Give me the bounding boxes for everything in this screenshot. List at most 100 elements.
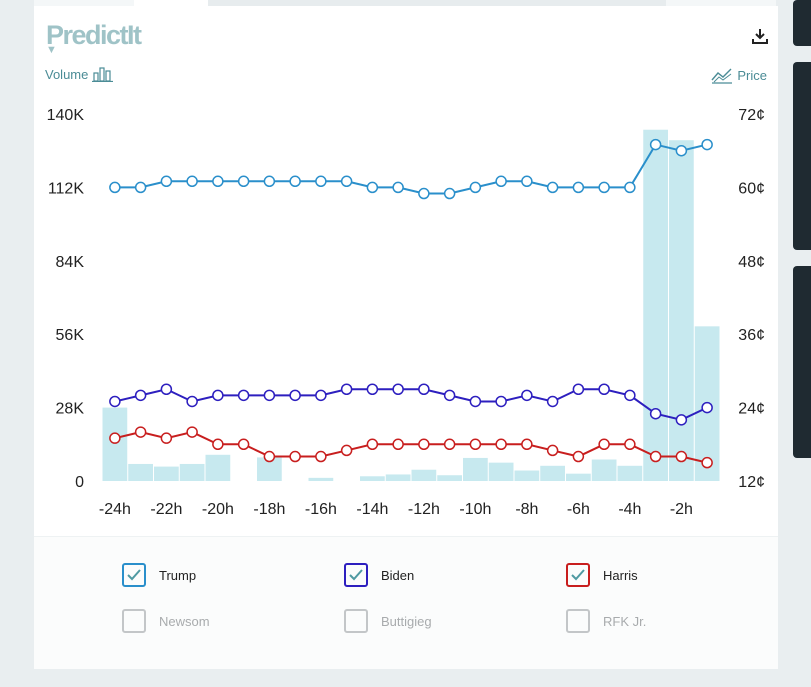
data-point-trump[interactable] (237, 175, 250, 188)
data-point-biden[interactable] (186, 395, 198, 408)
data-point-trump[interactable] (134, 181, 147, 194)
data-point-trump[interactable] (418, 187, 430, 200)
legend-checkbox[interactable] (122, 563, 146, 587)
data-point-biden[interactable] (624, 389, 636, 402)
data-point-harris[interactable] (701, 456, 713, 469)
data-point-biden[interactable] (546, 395, 559, 408)
data-point-biden[interactable] (675, 414, 688, 426)
volume-bar[interactable] (488, 462, 514, 481)
data-point-harris[interactable] (109, 432, 121, 444)
data-point-biden[interactable] (572, 383, 585, 395)
data-point-harris[interactable] (521, 438, 533, 451)
volume-bar[interactable] (179, 463, 205, 481)
data-point-biden[interactable] (237, 389, 250, 402)
legend-item-newsom[interactable]: Newsom (122, 609, 210, 633)
data-point-harris[interactable] (675, 450, 688, 463)
data-point-trump[interactable] (212, 175, 224, 188)
volume-bar[interactable] (514, 470, 540, 481)
data-point-harris[interactable] (469, 438, 482, 451)
data-point-biden[interactable] (418, 383, 430, 395)
data-point-trump[interactable] (289, 175, 301, 188)
tab-inactive[interactable] (208, 0, 666, 6)
volume-bar[interactable] (540, 465, 565, 481)
data-point-trump[interactable] (340, 175, 353, 188)
legend-item-buttigieg[interactable]: Buttigieg (344, 609, 432, 633)
data-point-harris[interactable] (315, 450, 327, 463)
data-point-biden[interactable] (289, 389, 301, 402)
data-point-harris[interactable] (289, 450, 301, 463)
data-point-biden[interactable] (469, 395, 482, 408)
volume-bar[interactable] (463, 457, 488, 481)
data-point-harris[interactable] (186, 426, 198, 438)
legend-checkbox[interactable] (566, 563, 590, 587)
volume-bar[interactable] (437, 475, 462, 481)
legend-item-biden[interactable]: Biden (344, 563, 414, 587)
data-point-biden[interactable] (701, 401, 713, 414)
data-point-trump[interactable] (186, 175, 198, 188)
data-point-harris[interactable] (495, 438, 507, 451)
data-point-biden[interactable] (315, 389, 327, 402)
data-point-trump[interactable] (675, 144, 688, 157)
data-point-harris[interactable] (160, 432, 173, 444)
volume-bar[interactable] (308, 477, 334, 481)
volume-bar[interactable] (643, 129, 668, 481)
volume-bar[interactable] (154, 466, 179, 481)
data-point-trump[interactable] (572, 181, 585, 194)
data-point-harris[interactable] (237, 438, 250, 451)
data-point-biden[interactable] (521, 389, 533, 402)
volume-bar[interactable] (617, 465, 643, 481)
data-point-harris[interactable] (546, 444, 559, 457)
price-toggle[interactable]: Price (711, 66, 767, 84)
data-point-trump[interactable] (392, 181, 404, 194)
data-point-trump[interactable] (598, 181, 610, 194)
data-point-biden[interactable] (366, 383, 379, 395)
download-icon[interactable] (750, 26, 770, 46)
volume-bar[interactable] (102, 407, 128, 481)
legend-item-trump[interactable]: Trump (122, 563, 196, 587)
data-point-harris[interactable] (649, 450, 662, 463)
data-point-harris[interactable] (134, 426, 147, 438)
data-point-trump[interactable] (443, 187, 456, 200)
data-point-biden[interactable] (160, 383, 173, 395)
legend-checkbox[interactable] (344, 563, 368, 587)
data-point-biden[interactable] (212, 389, 224, 402)
data-point-harris[interactable] (624, 438, 636, 451)
data-point-harris[interactable] (366, 438, 379, 451)
data-point-harris[interactable] (212, 438, 224, 451)
data-point-trump[interactable] (315, 175, 327, 188)
volume-bar[interactable] (591, 459, 617, 481)
data-point-harris[interactable] (340, 444, 353, 457)
data-point-biden[interactable] (340, 383, 353, 395)
data-point-harris[interactable] (443, 438, 456, 451)
data-point-trump[interactable] (160, 175, 173, 188)
data-point-biden[interactable] (443, 389, 456, 402)
volume-bar[interactable] (566, 473, 591, 481)
data-point-harris[interactable] (418, 438, 430, 451)
data-point-harris[interactable] (598, 438, 610, 451)
volume-bar[interactable] (257, 457, 282, 481)
volume-bar[interactable] (205, 454, 231, 481)
data-point-trump[interactable] (263, 175, 276, 188)
volume-bar[interactable] (128, 463, 153, 481)
data-point-harris[interactable] (392, 438, 404, 451)
data-point-biden[interactable] (598, 383, 610, 395)
data-point-harris[interactable] (263, 450, 276, 463)
legend-checkbox[interactable] (122, 609, 146, 633)
data-point-trump[interactable] (469, 181, 482, 194)
data-point-trump[interactable] (521, 175, 533, 188)
data-point-trump[interactable] (624, 181, 636, 194)
data-point-biden[interactable] (109, 395, 121, 408)
data-point-biden[interactable] (263, 389, 276, 402)
data-point-biden[interactable] (649, 407, 662, 420)
data-point-biden[interactable] (134, 389, 147, 402)
legend-checkbox[interactable] (566, 609, 590, 633)
data-point-biden[interactable] (392, 383, 404, 395)
data-point-harris[interactable] (572, 450, 585, 463)
data-point-biden[interactable] (495, 395, 507, 408)
legend-item-harris[interactable]: Harris (566, 563, 638, 587)
data-point-trump[interactable] (546, 181, 559, 194)
volume-bar[interactable] (360, 476, 385, 481)
data-point-trump[interactable] (495, 175, 507, 188)
volume-bar[interactable] (669, 140, 694, 481)
data-point-trump[interactable] (701, 138, 713, 151)
